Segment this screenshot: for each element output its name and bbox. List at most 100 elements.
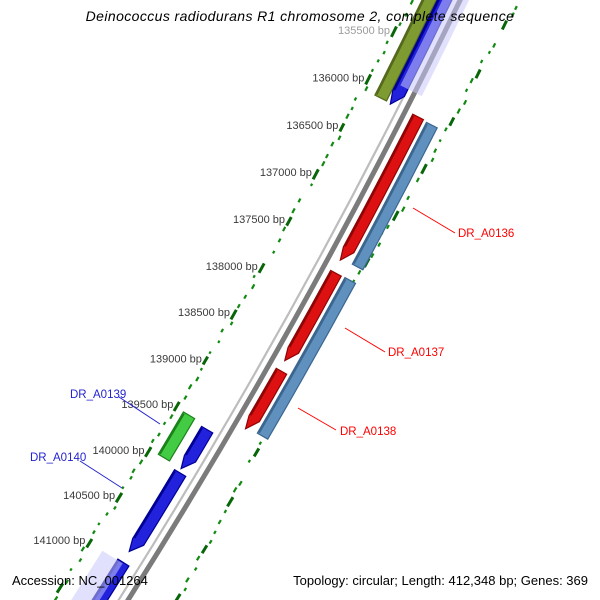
right-ruler-dots-dash bbox=[385, 224, 390, 230]
left-ruler-dots-dash bbox=[195, 376, 200, 382]
right-ruler-dots-dash bbox=[213, 530, 217, 535]
tick-label-137500: 137500 bp bbox=[233, 214, 285, 226]
right-ruler-dots-dash bbox=[193, 566, 198, 572]
left-ruler-dots-dash bbox=[169, 413, 174, 420]
left-ruler-dots-dash bbox=[385, 40, 389, 45]
right-ruler-dots-dash bbox=[200, 544, 209, 554]
tick-label-138000: 138000 bp bbox=[206, 261, 258, 273]
right-ruler-dots-dash bbox=[474, 68, 482, 79]
gene-DR_A0137-shade bbox=[288, 271, 333, 348]
tick-label-139000: 139000 bp bbox=[150, 353, 202, 365]
left-ruler-dots-dash bbox=[199, 367, 203, 371]
left-ruler-dots-dash bbox=[91, 529, 96, 535]
left-ruler-dots-dash bbox=[257, 262, 266, 274]
feature-olive-upstream bbox=[374, 0, 438, 102]
right-ruler-dots-dash bbox=[195, 555, 201, 561]
right-ruler-dots-dash bbox=[183, 587, 188, 592]
feature-blue-DR_A0139-shade bbox=[185, 427, 203, 456]
left-ruler-dots-dash bbox=[129, 475, 133, 480]
left-ruler-dots-dash bbox=[272, 250, 276, 254]
left-ruler-dots-dash bbox=[201, 355, 209, 366]
left-ruler-dots-dash bbox=[364, 86, 369, 92]
tick-label-139500: 139500 bp bbox=[121, 399, 173, 411]
right-ruler-dots-dash bbox=[406, 195, 411, 201]
right-ruler-dots-dash bbox=[469, 77, 474, 84]
gene-label-DR_A0138[interactable]: DR_A0138 bbox=[340, 426, 396, 438]
left-ruler-dots-dash bbox=[187, 383, 193, 390]
left-ruler-dots-dash bbox=[121, 486, 125, 490]
right-ruler-dots-dash bbox=[391, 210, 400, 222]
right-ruler-dots-dash bbox=[462, 99, 468, 106]
gene-DR_A0138-shade bbox=[249, 369, 278, 416]
left-ruler-dots-dash bbox=[53, 595, 59, 600]
right-ruler-dots-dash bbox=[456, 108, 461, 114]
left-ruler-dots-dash bbox=[252, 274, 256, 279]
right-ruler-dots-dash bbox=[232, 486, 238, 493]
tick-label-140000: 140000 bp bbox=[93, 445, 145, 457]
left-ruler-dots-dash bbox=[243, 294, 248, 300]
left-ruler-dots-dash bbox=[353, 96, 358, 101]
gene-label-DR_A0136[interactable]: DR_A0136 bbox=[458, 228, 514, 240]
gene-DR_A0138[interactable] bbox=[244, 367, 288, 430]
left-ruler-dots-dash bbox=[138, 459, 144, 465]
feature-olive-upstream-shade bbox=[375, 0, 425, 96]
right-ruler-dots-dash bbox=[357, 269, 362, 275]
left-ruler-dots-dash bbox=[382, 50, 386, 55]
left-ruler-dots-dash bbox=[229, 321, 234, 326]
left-ruler-dots-dash bbox=[217, 340, 221, 344]
right-ruler-dots-dash bbox=[238, 480, 243, 487]
right-ruler-dots-dash bbox=[438, 138, 442, 143]
left-ruler-dots-dash bbox=[157, 432, 161, 437]
right-ruler-dots-dash bbox=[247, 459, 252, 464]
right-ruler-dots-dash bbox=[487, 50, 492, 55]
left-ruler-dots-dash bbox=[113, 505, 117, 510]
tick-label-136000: 136000 bp bbox=[312, 73, 364, 85]
leader-line-DR_A0140 bbox=[79, 460, 123, 489]
left-ruler-dots-dash bbox=[376, 58, 380, 63]
gene-label-DR_A0137[interactable]: DR_A0137 bbox=[388, 347, 444, 359]
left-ruler-dots-dash bbox=[291, 207, 296, 214]
label-highlight-top bbox=[400, 0, 470, 97]
left-ruler-dots-dash bbox=[131, 468, 136, 474]
left-ruler-dots-dash bbox=[285, 216, 293, 227]
left-ruler-dots-dash bbox=[398, 21, 402, 27]
left-ruler-dots-dash bbox=[311, 168, 320, 181]
gene-DR_A0140-shade bbox=[133, 470, 176, 539]
gene-DR_A0140[interactable] bbox=[128, 468, 187, 553]
left-ruler-dots-dash bbox=[350, 106, 354, 111]
left-ruler-dots-dash bbox=[236, 303, 241, 309]
right-ruler-dots-dash bbox=[443, 127, 448, 132]
right-ruler-dots-dash bbox=[400, 206, 406, 213]
right-ruler-dots-dash bbox=[226, 496, 235, 508]
leader-line-DR_A0137 bbox=[344, 327, 386, 353]
left-ruler-dots-dash bbox=[220, 328, 225, 333]
left-ruler-dots-dash bbox=[162, 421, 167, 426]
tick-label-138500: 138500 bp bbox=[178, 307, 230, 319]
left-ruler-dots-dash bbox=[208, 350, 212, 355]
leader-line-DR_A0138 bbox=[297, 407, 337, 431]
orf-steelblue-1-shade bbox=[353, 123, 428, 265]
right-ruler-dots-dash bbox=[514, 5, 518, 11]
right-ruler-dots-dash bbox=[377, 242, 382, 248]
right-ruler-dots-dash bbox=[258, 441, 263, 446]
gene-label-DR_A0140[interactable]: DR_A0140 bbox=[30, 452, 86, 464]
right-ruler-dots-dash bbox=[415, 177, 420, 183]
gene-DR_A0139[interactable] bbox=[157, 411, 196, 462]
left-ruler-dots-dash bbox=[324, 153, 329, 159]
left-ruler-dots-dash bbox=[297, 198, 302, 203]
left-ruler-dots-dash bbox=[250, 283, 256, 290]
left-ruler-dots-dash bbox=[64, 579, 70, 585]
leader-line-DR_A0136 bbox=[412, 207, 456, 234]
gene-label-DR_A0139[interactable]: DR_A0139 bbox=[70, 389, 126, 401]
gene-DR_A0136[interactable] bbox=[339, 113, 425, 262]
right-ruler-dots-dash bbox=[479, 59, 484, 64]
gene-DR_A0139-shade bbox=[159, 413, 185, 455]
left-ruler-dots-dash bbox=[105, 511, 109, 517]
orf-steelblue-2-shade bbox=[258, 278, 347, 434]
left-ruler-dots-dash bbox=[330, 141, 335, 147]
gene-DR_A0137[interactable] bbox=[283, 269, 343, 362]
left-ruler-dots-dash bbox=[364, 73, 373, 86]
right-ruler-dots-dash bbox=[448, 116, 456, 127]
